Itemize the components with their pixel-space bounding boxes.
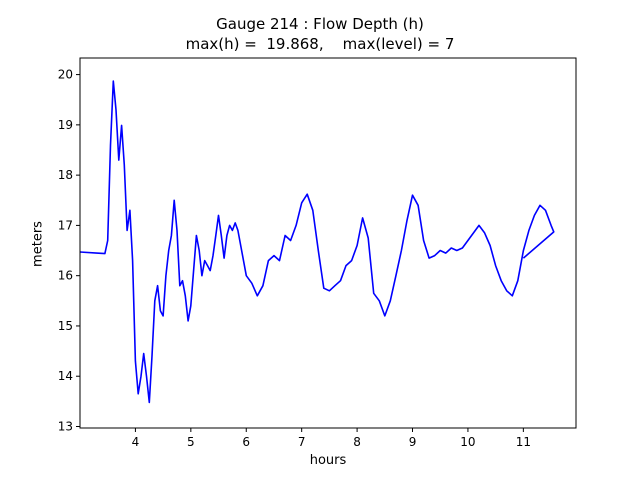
y-tick-label: 15 <box>58 319 73 333</box>
y-tick-label: 13 <box>58 419 73 433</box>
x-tick-label: 9 <box>409 435 417 449</box>
x-tick-label: 6 <box>242 435 250 449</box>
y-tick-label: 17 <box>58 218 73 232</box>
x-axis-label: hours <box>309 453 347 468</box>
y-tick-label: 20 <box>58 68 73 82</box>
x-tick-label: 10 <box>460 435 475 449</box>
y-tick-label: 19 <box>58 118 73 132</box>
y-axis-label: meters <box>30 221 46 267</box>
x-tick-label: 4 <box>132 435 140 449</box>
series-line <box>79 80 555 404</box>
chart-title: Gauge 214 : Flow Depth (h) <box>216 15 424 33</box>
y-tick-label: 18 <box>58 168 73 182</box>
x-tick-label: 5 <box>187 435 195 449</box>
plot-frame <box>79 57 577 429</box>
y-tick-label: 14 <box>58 369 73 383</box>
x-tick-label: 11 <box>516 435 531 449</box>
chart-subtitle: max(h) = 19.868, max(level) = 7 <box>185 35 455 53</box>
x-tick-label: 8 <box>353 435 361 449</box>
y-tick-label: 16 <box>58 269 73 283</box>
x-tick-label: 7 <box>298 435 306 449</box>
